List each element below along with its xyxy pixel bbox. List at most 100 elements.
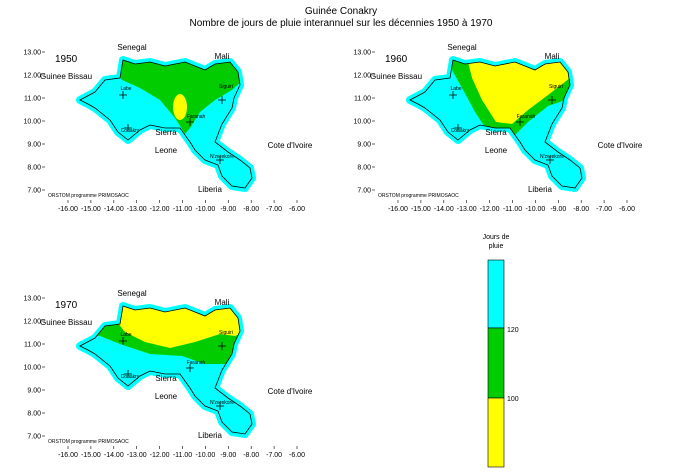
country-label: Cote d'Ivoire xyxy=(268,141,313,150)
country-label: Leone xyxy=(485,146,508,155)
year-label: 1970 xyxy=(55,300,78,311)
y-tick-label: 7.00 xyxy=(27,434,41,441)
x-tick-label: -7.00 xyxy=(596,206,612,213)
city-label: Siguiri xyxy=(219,84,233,90)
x-tick-label: -11.00 xyxy=(173,206,192,213)
country-label: Liberia xyxy=(198,431,223,440)
country-label: Senegal xyxy=(117,289,147,298)
x-tick-label: -6.00 xyxy=(619,206,635,213)
city-label: Labe xyxy=(120,332,131,338)
y-tick-label: 12.00 xyxy=(23,319,41,326)
city-marker xyxy=(186,118,194,126)
city-marker xyxy=(449,91,457,99)
city-marker xyxy=(516,118,524,126)
credit: ORSTOM programme PRIMOSAOC xyxy=(48,439,129,445)
y-tick-label: 9.00 xyxy=(27,142,41,149)
country-border xyxy=(409,59,583,189)
y-tick-label: 10.00 xyxy=(353,119,371,126)
y-tick-label: 7.00 xyxy=(357,188,371,195)
city-label: Conakry xyxy=(451,128,470,134)
country-label: Sierra xyxy=(155,128,177,137)
city-label: Siguiri xyxy=(549,84,563,90)
country-label: Leone xyxy=(155,392,178,401)
x-tick-label: -8.00 xyxy=(243,206,259,213)
country-label: Guinee Bissau xyxy=(370,72,422,81)
x-tick-label: -8.00 xyxy=(573,206,589,213)
y-tick-label: 8.00 xyxy=(27,165,41,172)
y-tick-label: 13.00 xyxy=(353,50,371,57)
city-label: N'zerekore xyxy=(210,154,234,160)
y-tick-label: 10.00 xyxy=(23,119,41,126)
city-label: Labe xyxy=(120,86,131,92)
x-tick-label: -13.00 xyxy=(127,206,147,213)
city-label: Siguiri xyxy=(219,330,233,336)
country-label: Cote d'Ivoire xyxy=(598,141,643,150)
legend-level: 100 xyxy=(507,396,519,403)
x-tick-label: -9.00 xyxy=(220,206,236,213)
legend-swatch xyxy=(487,327,505,399)
country-label: Senegal xyxy=(117,43,147,52)
year-label: 1960 xyxy=(385,54,408,65)
country-label: Mali xyxy=(215,298,230,307)
country-label: Liberia xyxy=(198,185,223,194)
city-marker xyxy=(216,402,224,410)
x-tick-label: -16.00 xyxy=(58,206,78,213)
x-tick-label: -11.00 xyxy=(503,206,522,213)
x-tick-label: -13.00 xyxy=(127,452,147,459)
country-label: Mali xyxy=(215,52,230,61)
x-tick-label: -13.00 xyxy=(457,206,477,213)
x-tick-label: -8.00 xyxy=(243,452,259,459)
x-tick-label: -7.00 xyxy=(266,206,282,213)
x-tick-label: -16.00 xyxy=(388,206,408,213)
x-tick-label: -10.00 xyxy=(525,206,545,213)
legend-swatch xyxy=(487,259,505,329)
x-tick-label: -14.00 xyxy=(104,452,124,459)
zone xyxy=(465,60,570,124)
city-marker xyxy=(218,96,226,104)
zone xyxy=(110,60,245,134)
city-marker xyxy=(454,124,462,132)
y-tick-label: 10.00 xyxy=(23,365,41,372)
y-tick-label: 12.00 xyxy=(23,73,41,80)
city-marker xyxy=(186,364,194,372)
city-label: Conakry xyxy=(121,128,140,134)
x-tick-label: -10.00 xyxy=(195,206,215,213)
x-tick-label: -15.00 xyxy=(81,452,101,459)
x-tick-label: -6.00 xyxy=(289,452,305,459)
country-label: Sierra xyxy=(155,374,177,383)
city-label: Faranah xyxy=(187,360,206,366)
y-tick-label: 11.00 xyxy=(24,96,41,103)
country-label: Guinee Bissau xyxy=(40,318,92,327)
y-tick-label: 13.00 xyxy=(23,296,41,303)
x-tick-label: -12.00 xyxy=(480,206,500,213)
city-marker xyxy=(216,156,224,164)
x-tick-label: -15.00 xyxy=(411,206,431,213)
x-tick-label: -14.00 xyxy=(434,206,454,213)
country-label: Guinee Bissau xyxy=(40,72,92,81)
country-label: Liberia xyxy=(528,185,553,194)
legend: Jours de pluie 120 100 xyxy=(483,234,519,468)
country-label: Cote d'Ivoire xyxy=(268,387,313,396)
x-tick-label: -10.00 xyxy=(195,452,215,459)
city-label: Faranah xyxy=(517,114,536,120)
city-marker xyxy=(119,337,127,345)
city-marker xyxy=(546,156,554,164)
x-tick-label: -9.00 xyxy=(550,206,566,213)
x-tick-label: -15.00 xyxy=(81,206,101,213)
title: Guinée Conakry xyxy=(305,6,377,17)
x-tick-label: -16.00 xyxy=(58,452,78,459)
city-label: Labe xyxy=(450,86,461,92)
city-marker xyxy=(548,96,556,104)
zone xyxy=(173,94,187,120)
subtitle: Nombre de jours de pluie interannuel sur… xyxy=(190,18,493,29)
x-tick-label: -11.00 xyxy=(173,452,192,459)
country-label: Senegal xyxy=(447,43,477,52)
x-tick-label: -7.00 xyxy=(266,452,282,459)
x-tick-label: -6.00 xyxy=(289,206,305,213)
y-tick-label: 9.00 xyxy=(27,388,41,395)
city-marker xyxy=(124,124,132,132)
